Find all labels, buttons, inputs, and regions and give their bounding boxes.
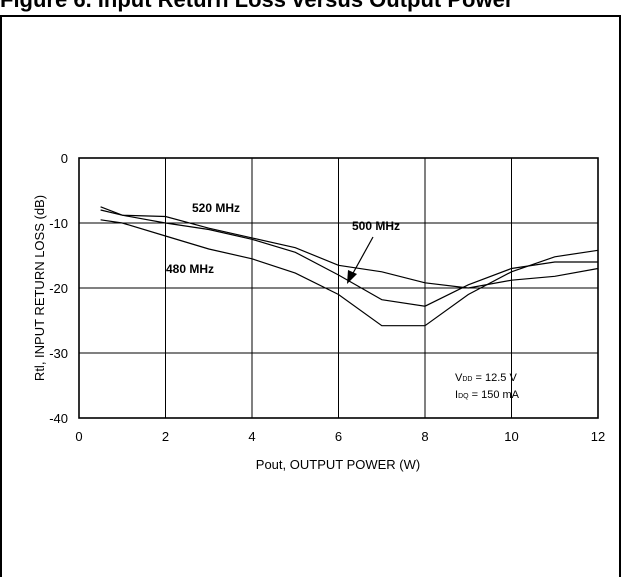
tick-labels: 0 2 4 6 8 10 12 0 -10 -20 -30 -40: [49, 151, 605, 444]
series-lines: [100, 206, 599, 327]
series-label-480: 480 MHz: [166, 262, 214, 276]
x-tick-label: 12: [591, 429, 605, 444]
plot-area: [78, 157, 599, 419]
frame-border-right: [619, 16, 621, 577]
pointer-arrow-line: [351, 236, 374, 276]
y-tick-label: -10: [49, 216, 68, 231]
vdd-annotation: VDD = 12.5 V: [455, 372, 517, 384]
x-tick-label: 10: [504, 429, 518, 444]
caption-rule: [0, 15, 621, 17]
x-tick-label: 4: [248, 429, 255, 444]
y-axis-title: Rtl, INPUT RETURN LOSS (dB): [32, 195, 47, 381]
series-label-500: 500 MHz: [352, 219, 400, 233]
x-tick-label: 0: [75, 429, 82, 444]
y-tick-label: -40: [49, 411, 68, 426]
series-label-520: 520 MHz: [192, 201, 240, 215]
x-tick-label: 2: [162, 429, 169, 444]
pointer-arrow-head: [347, 270, 357, 284]
grid: [79, 158, 598, 418]
figure-caption: Figure 6. Input Return Loss versus Outpu…: [0, 0, 621, 14]
x-axis-title: Pout, OUTPUT POWER (W): [256, 457, 420, 472]
y-tick-label: -20: [49, 281, 68, 296]
y-tick-label: -30: [49, 346, 68, 361]
series-line-520-mhz: [100, 219, 599, 327]
series-line-500-mhz: [100, 209, 598, 307]
x-tick-label: 6: [335, 429, 342, 444]
idq-annotation: IDQ = 150 mA: [455, 389, 520, 401]
x-tick-label: 8: [421, 429, 428, 444]
frame-border-left: [0, 16, 2, 577]
y-tick-label: 0: [61, 151, 68, 166]
series-line-480-mhz: [100, 206, 599, 289]
